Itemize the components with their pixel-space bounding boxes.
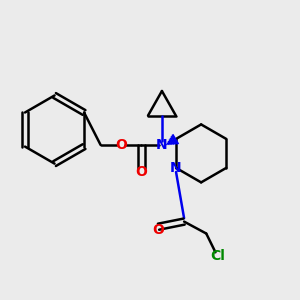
Text: O: O	[136, 165, 147, 179]
Text: O: O	[115, 138, 127, 152]
Text: O: O	[153, 223, 164, 237]
Text: Cl: Cl	[211, 249, 226, 263]
Text: N: N	[170, 161, 182, 175]
Text: N: N	[156, 138, 168, 152]
